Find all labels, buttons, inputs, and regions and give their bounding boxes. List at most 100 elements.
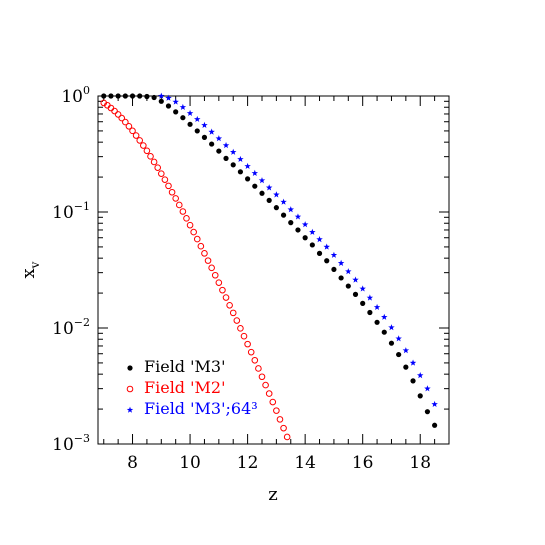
data-point [345,283,351,289]
data-point [168,188,176,196]
data-point [201,134,208,140]
data-point [388,324,395,331]
points-layer [100,92,438,441]
data-point [367,309,373,316]
data-point [273,407,280,414]
data-point [118,114,126,122]
data-point [258,373,266,381]
data-point [316,236,323,243]
y-tick-label: 10−3 [52,432,90,455]
data-point [222,294,230,301]
data-point [165,182,172,190]
data-point [143,147,151,155]
data-point [402,347,410,354]
data-point [432,422,438,428]
data-point [161,176,169,183]
data-point [287,206,294,213]
data-point [381,313,388,320]
legend-marker [126,385,134,393]
x-tick-label: 12 [237,453,259,473]
data-point [129,93,136,99]
data-point [345,268,352,275]
y-axis-title-main: x [18,268,39,278]
legend: Field 'M3' Field 'M2' Field 'M3';64³ [126,357,258,418]
x-tick-label: 18 [409,453,431,473]
data-point [208,264,215,272]
data-point [352,276,359,283]
data-point [147,153,154,160]
data-point [366,294,374,301]
data-point [222,142,230,149]
series-3 [158,92,438,408]
data-point [172,195,179,202]
legend-marker [126,406,134,413]
data-point [431,400,438,408]
y-tick-label: 10−2 [52,316,90,339]
data-point [409,359,417,366]
data-point [194,115,201,123]
data-point [101,93,107,99]
data-point [245,176,251,182]
data-point [324,258,330,264]
data-point [132,132,140,139]
data-point [237,155,244,162]
data-point [244,162,251,169]
data-point [283,433,291,441]
data-point [157,170,165,177]
data-point [352,291,359,297]
data-point [150,158,158,166]
data-point [151,94,157,101]
data-point [280,198,287,205]
data-point [374,319,380,325]
data-point [262,381,269,389]
data-point [359,285,366,292]
data-point [186,221,194,229]
data-point [288,220,294,226]
data-point [237,325,244,332]
data-point [136,137,144,144]
data-point [247,348,255,356]
data-point [122,93,128,99]
data-point [229,309,237,317]
data-point [183,215,190,222]
data-point [323,243,330,250]
x-tick-label: 14 [294,453,316,473]
data-point [211,271,219,279]
data-point [223,155,229,161]
x-axis-title: z [268,484,277,505]
data-point [302,235,308,241]
data-point [115,93,121,99]
data-point [273,191,280,198]
x-tick-label: 8 [127,453,138,473]
data-point [158,98,164,104]
data-point [276,416,284,423]
series-1 [101,93,438,428]
data-point [215,135,223,142]
data-point [209,141,215,147]
data-point [111,107,118,115]
data-point [140,142,147,149]
y-tick-label: 100 [61,84,90,107]
data-point [194,128,200,134]
data-point [129,127,136,135]
series-2 [100,99,291,441]
y-tick-label: 10−1 [52,200,90,223]
data-point [403,364,409,370]
ticks-layer: 8 10 12 14 16 18 100 10−1 10−2 10−3 [52,84,450,473]
data-point [173,109,179,115]
data-point [197,242,205,250]
data-point [190,228,197,236]
data-point [165,94,172,101]
x-tick-label: 10 [179,453,201,473]
data-point [187,121,193,127]
data-point [208,128,215,135]
data-point [410,378,416,384]
data-point [360,300,366,306]
data-point [230,162,236,168]
data-point [125,123,133,130]
data-point [216,148,222,154]
data-point [255,365,262,372]
data-point [201,121,208,128]
data-point [301,221,309,228]
